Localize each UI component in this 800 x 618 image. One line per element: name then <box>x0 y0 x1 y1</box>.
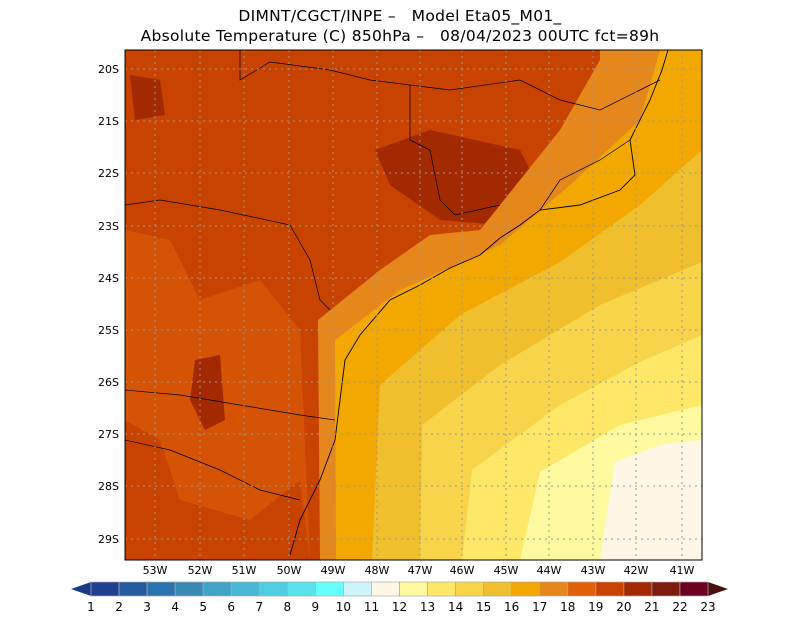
lon-label: 46W <box>450 564 475 577</box>
title-line-1: DIMNT/CGCT/INPE – Model Eta05_M01_ <box>238 7 562 25</box>
colorbar-label: 23 <box>700 600 715 614</box>
field-20-21-nw <box>130 75 165 120</box>
colorbar-label: 7 <box>255 600 263 614</box>
colorbar-segment <box>146 581 176 597</box>
lat-label: 28S <box>98 480 119 493</box>
colorbar-label: 20 <box>616 600 631 614</box>
colorbar-label: 6 <box>227 600 235 614</box>
colorbar-segment <box>286 581 316 597</box>
colorbar-label: 14 <box>448 600 463 614</box>
colorbar-label: 22 <box>672 600 687 614</box>
lat-label: 29S <box>98 533 119 546</box>
colorbar-over-arrow <box>708 582 728 596</box>
lon-label: 51W <box>232 564 257 577</box>
colorbar-label: 3 <box>143 600 151 614</box>
colorbar-label: 15 <box>476 600 491 614</box>
lon-label: 52W <box>188 564 213 577</box>
colorbar-segment <box>174 581 204 597</box>
colorbar-under-arrow <box>71 582 91 596</box>
colorbar-segment <box>230 581 260 597</box>
colorbar-segment <box>399 581 428 597</box>
lon-label: 49W <box>321 564 346 577</box>
lon-label: 47W <box>408 564 433 577</box>
colorbar-segment <box>623 581 653 597</box>
temperature-field <box>125 50 702 560</box>
colorbar-label: 16 <box>504 600 519 614</box>
colorbar-segment <box>567 581 597 597</box>
lon-label: 45W <box>494 564 519 577</box>
colorbar-segment <box>118 581 148 597</box>
colorbar-label: 9 <box>312 600 320 614</box>
state-borders <box>125 50 661 501</box>
latitude-labels: 20S 21S 22S 23S 24S 25S 26S 27S 28S 29S <box>98 63 119 546</box>
colorbar-segment <box>315 581 344 597</box>
lon-label: 44W <box>537 564 562 577</box>
lat-label: 21S <box>98 115 119 128</box>
map-frame <box>124 49 703 561</box>
coastline <box>289 50 669 556</box>
colorbar-label: 2 <box>115 600 123 614</box>
colorbar-segment <box>539 581 569 597</box>
lon-label: 50W <box>277 564 302 577</box>
colorbar-segment <box>651 581 681 597</box>
colorbar-segment <box>595 581 625 597</box>
colorbar-label: 1 <box>87 600 95 614</box>
lon-label: 42W <box>624 564 649 577</box>
colorbar-label: 10 <box>336 600 351 614</box>
colorbar-segment <box>483 581 513 597</box>
colorbar-label: 5 <box>199 600 207 614</box>
title-line-2: Absolute Temperature (C) 850hPa – 08/04/… <box>140 27 660 45</box>
colorbar-label: 13 <box>420 600 435 614</box>
lat-label: 25S <box>98 324 119 337</box>
lon-label: 41W <box>670 564 695 577</box>
longitude-labels: 53W 52W 51W 50W 49W 48W 47W 46W 45W 44W 43W 42W 41W <box>143 564 695 577</box>
colorbar-segment <box>511 581 541 597</box>
colorbar-segment <box>455 581 484 597</box>
lon-label: 43W <box>581 564 606 577</box>
colorbar-label: 12 <box>392 600 407 614</box>
colorbar-segment <box>90 581 120 597</box>
grid-lines <box>125 50 702 560</box>
lat-label: 22S <box>98 167 119 180</box>
lon-label: 53W <box>143 564 168 577</box>
colorbar-segment <box>679 581 709 597</box>
colorbar-segment <box>202 581 232 597</box>
colorbar-segment <box>427 581 456 597</box>
colorbar-label: 8 <box>283 600 291 614</box>
colorbar-label: 18 <box>560 600 575 614</box>
colorbar-segment <box>343 581 372 597</box>
lat-label: 26S <box>98 376 119 389</box>
colorbar: 1 2 3 4 5 6 7 8 9 10 11 12 13 14 15 16 17 18 19 20 21 22 23 <box>71 581 728 614</box>
field-20-21-south <box>190 355 225 430</box>
lat-label: 20S <box>98 63 119 76</box>
field-19-20-south <box>125 420 310 560</box>
field-11-12 <box>600 440 702 560</box>
colorbar-label: 19 <box>588 600 603 614</box>
colorbar-segment <box>258 581 288 597</box>
lat-label: 27S <box>98 428 119 441</box>
lat-label: 24S <box>98 272 119 285</box>
lat-label: 23S <box>98 220 119 233</box>
colorbar-label: 17 <box>532 600 547 614</box>
colorbar-label: 11 <box>364 600 379 614</box>
colorbar-label: 21 <box>644 600 659 614</box>
lon-label: 48W <box>365 564 390 577</box>
field-20-21-central <box>375 130 545 225</box>
colorbar-segment <box>371 581 400 597</box>
colorbar-label: 4 <box>171 600 179 614</box>
